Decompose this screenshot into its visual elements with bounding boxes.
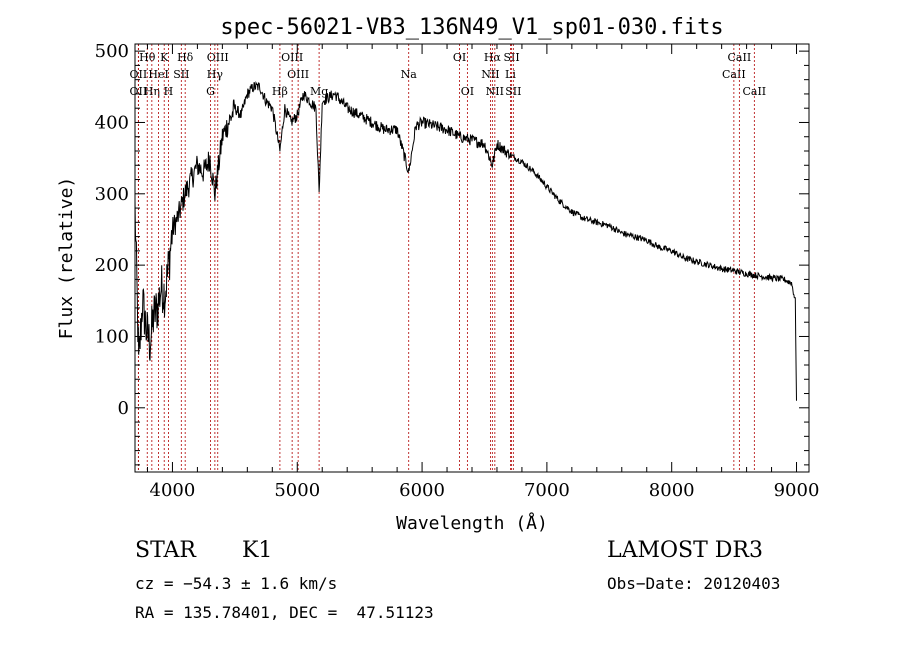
y-tick-label: 400 — [95, 112, 129, 133]
y-tick-label: 300 — [95, 184, 129, 205]
spectral-line-label: SII — [503, 51, 519, 64]
spectral-line-label: Hγ — [207, 68, 224, 81]
spectral-line-label: NII — [481, 68, 499, 81]
survey-name: LAMOST DR3 — [607, 538, 763, 563]
x-tick-label: 4000 — [150, 480, 196, 501]
spectral-line-label: OIII — [281, 51, 303, 64]
spectral-line-label: SII — [173, 68, 189, 81]
y-tick-label: 500 — [95, 41, 129, 62]
spectral-line-label: HeI — [148, 68, 168, 81]
x-tick-label: 8000 — [649, 480, 695, 501]
spectral-line-label: Li — [505, 68, 516, 81]
object-class: STAR — [135, 538, 196, 563]
spectral-line-label: CaII — [722, 68, 746, 81]
spectral-line-label: CaII — [742, 85, 766, 98]
spectrum-chart: spec-56021-VB3_136N49_V1_sp01-030.fits H… — [56, 15, 820, 534]
spectral-line-label: G — [206, 85, 215, 98]
plot-frame — [134, 43, 810, 473]
chart-title: spec-56021-VB3_136N49_V1_sp01-030.fits — [220, 15, 723, 40]
spectral-line-label: Na — [401, 68, 418, 81]
spectral-line-label: Hθ — [139, 51, 156, 64]
spectral-line-label: Hδ — [177, 51, 194, 64]
y-tick-label: 200 — [95, 255, 129, 276]
y-axis-label: Flux (relative) — [56, 177, 77, 340]
spectral-line-label: OI — [453, 51, 466, 64]
spectral-line-label: OI — [461, 85, 474, 98]
coordinates-readout: RA = 135.78401, DEC = 47.51123 — [135, 603, 434, 622]
y-axis-ticks: 0 100 200 300 400 500 — [95, 41, 809, 466]
x-tick-label: 5000 — [274, 480, 320, 501]
spectral-line-label: OIII — [207, 51, 229, 64]
spectrum-line — [134, 80, 797, 401]
spectrum-series — [134, 80, 797, 401]
spectral-line-label: H — [164, 85, 174, 98]
spectral-line-label: Hβ — [272, 85, 288, 98]
redshift-readout: cz = −54.3 ± 1.6 km/s — [135, 574, 338, 593]
observation-date: Obs−Date: 20120403 — [607, 574, 781, 593]
x-axis-ticks: 4000 5000 6000 7000 8000 9000 — [146, 44, 820, 501]
x-axis-label: Wavelength (Å) — [396, 512, 548, 534]
x-tick-label: 7000 — [524, 480, 570, 501]
spectral-line-label: NII — [486, 85, 504, 98]
spectral-line-label: Hα — [484, 51, 502, 64]
spectral-line-label: OII — [130, 68, 148, 81]
x-tick-label: 9000 — [774, 480, 820, 501]
object-subclass: K1 — [242, 538, 273, 563]
spectral-line-label: OIII — [287, 68, 309, 81]
spectral-line-label: K — [160, 51, 169, 64]
y-tick-label: 0 — [118, 398, 129, 419]
y-tick-label: 100 — [95, 326, 129, 347]
spectral-line-label: CaII — [728, 51, 752, 64]
spectral-line-label: Hη — [144, 85, 160, 98]
spectral-line-label: SII — [505, 85, 521, 98]
spectral-line-label: Mg — [310, 85, 328, 98]
x-tick-label: 6000 — [399, 480, 445, 501]
spectral-line-label: OII — [130, 85, 148, 98]
